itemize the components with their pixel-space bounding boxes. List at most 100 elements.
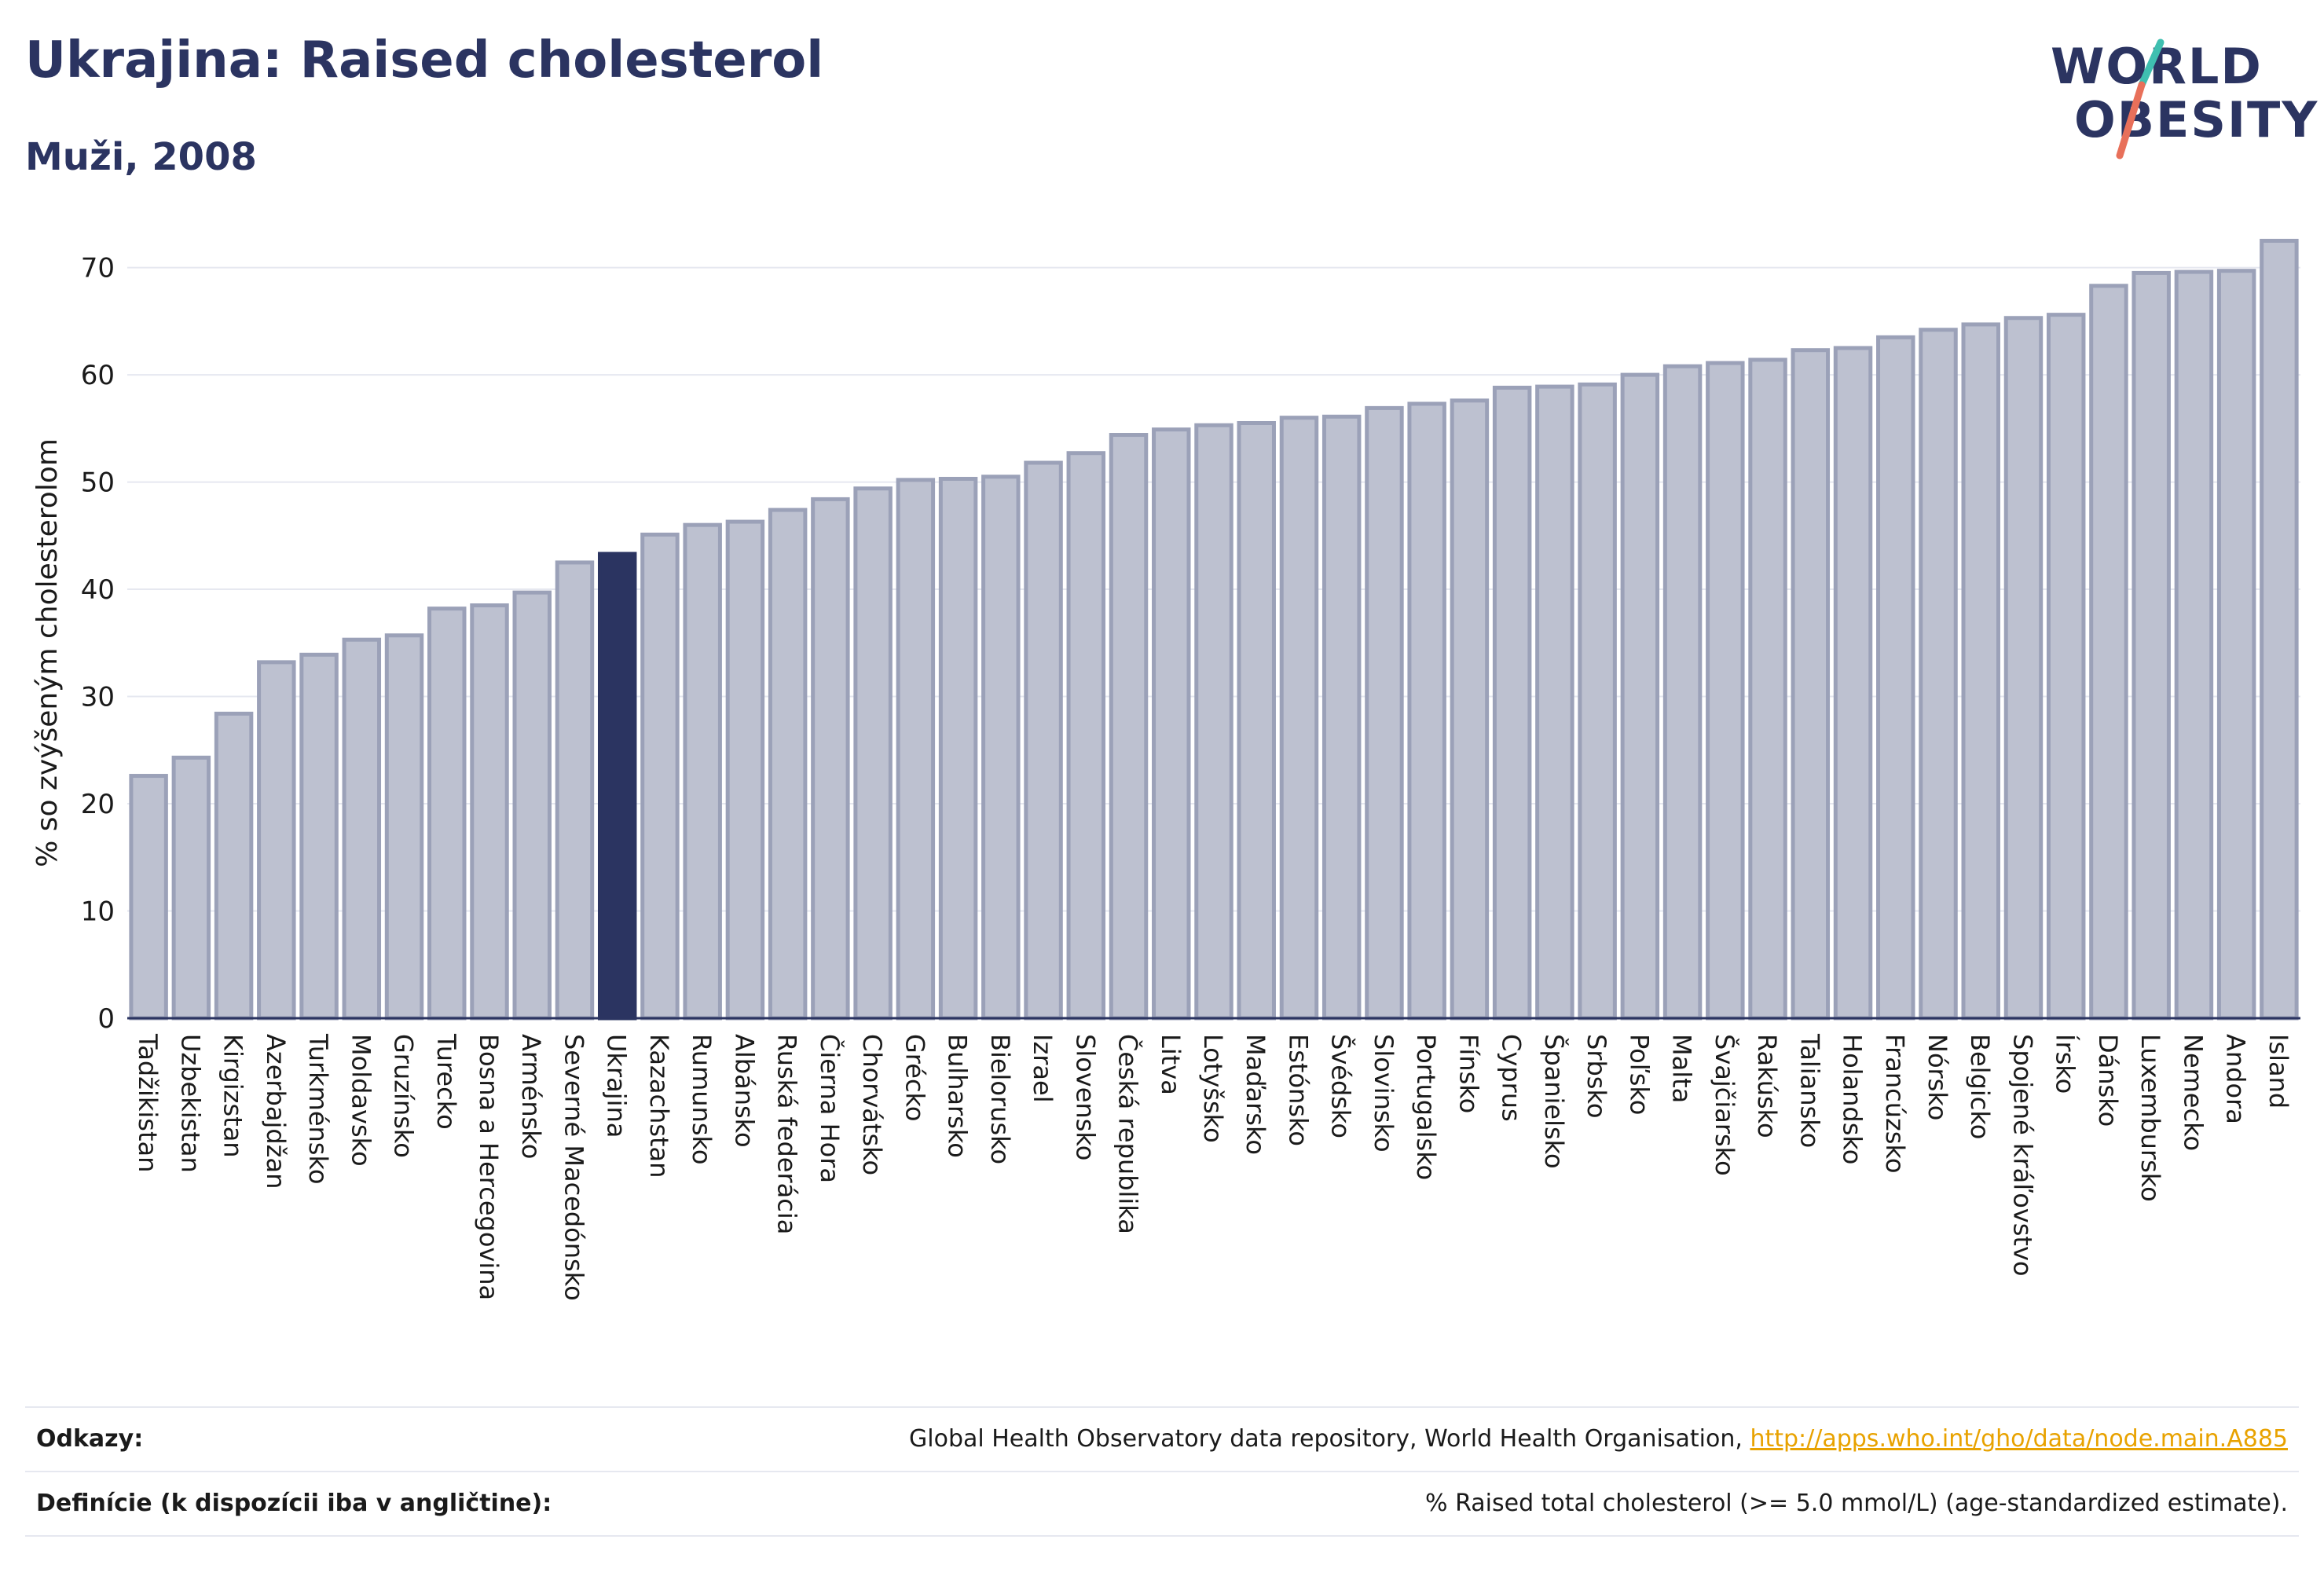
bar (1321, 414, 1362, 1021)
y-axis-ticks: 0 10 20 30 40 50 60 70 (81, 253, 115, 1035)
sources-value: Global Health Observatory data repositor… (909, 1425, 2288, 1453)
x-tick-label: Švédsko (1326, 1034, 1357, 1138)
bar (1365, 405, 1404, 1021)
x-tick-label: Luxembursko (2135, 1034, 2165, 1202)
x-tick-label: Spojené kráľovstvo (2007, 1034, 2037, 1276)
y-tick-label: 10 (81, 896, 115, 928)
bar (2003, 316, 2044, 1021)
bar (555, 560, 595, 1021)
x-tick-label: Srbsko (1582, 1034, 1611, 1118)
bar (171, 755, 211, 1021)
x-tick-label: Lotyšsko (1198, 1034, 1228, 1143)
bar (214, 711, 254, 1021)
bar (1279, 416, 1319, 1021)
bar (981, 475, 1021, 1021)
bar (938, 476, 978, 1021)
x-tick-label: Turecko (431, 1033, 461, 1130)
x-tick-label: Azerbajdžan (261, 1034, 291, 1189)
y-tick-label: 70 (81, 253, 115, 284)
y-tick-label: 50 (81, 467, 115, 499)
x-tick-label: Portugalsko (1411, 1034, 1441, 1180)
bar (470, 603, 509, 1021)
y-tick-label: 0 (97, 1003, 115, 1035)
definitions-row: Definície (k dispozícii iba v angličtine… (25, 1471, 2299, 1537)
bar (2174, 269, 2214, 1021)
bar (1919, 328, 1958, 1021)
x-tick-label: Bosna a Hercegovina (474, 1034, 504, 1300)
sources-link[interactable]: http://apps.who.int/gho/data/node.main.A… (1750, 1425, 2288, 1453)
bar (683, 522, 722, 1021)
y-tick-label: 40 (81, 574, 115, 606)
x-tick-label: Island (2264, 1034, 2293, 1109)
x-tick-label: Turkménsko (303, 1033, 333, 1184)
bar (2260, 238, 2299, 1021)
x-tick-label: Írsko (2051, 1034, 2080, 1094)
bar-highlighted (597, 552, 637, 1021)
x-tick-label: Uzbekistan (175, 1034, 205, 1173)
x-tick-label: Bielorusko (985, 1034, 1015, 1164)
bar (512, 590, 552, 1021)
world-obesity-logo: WORLD OBESITY (2051, 38, 2317, 163)
x-tick-label: Francúzsko (1880, 1034, 1910, 1173)
y-tick-label: 30 (81, 682, 115, 713)
x-tick-label: Ruská federácia (772, 1034, 802, 1234)
x-tick-label: Kazachstan (644, 1034, 674, 1178)
bars (129, 238, 2299, 1021)
x-tick-label: Kirgizstan (218, 1034, 248, 1158)
x-tick-label: Holandsko (1838, 1034, 1868, 1164)
x-tick-label: Nemecko (2178, 1034, 2208, 1151)
bar (1492, 385, 1532, 1021)
sources-row: Odkazy: Global Health Observatory data r… (25, 1406, 2299, 1471)
bar (768, 508, 808, 1021)
bar (2046, 313, 2086, 1021)
x-tick-label: Rumunsko (687, 1034, 717, 1164)
bar (257, 660, 296, 1021)
bar (1109, 433, 1149, 1021)
bar (1152, 427, 1191, 1021)
x-tick-label: Čierna Hora (815, 1034, 845, 1183)
bar (1450, 398, 1490, 1021)
x-tick-label: Severné Macedónsko (559, 1034, 588, 1301)
sources-text: Global Health Observatory data repositor… (909, 1425, 1750, 1453)
x-tick-label: Cyprus (1497, 1034, 1527, 1122)
bar (1662, 364, 1703, 1021)
x-tick-label: Taliansko (1794, 1033, 1824, 1148)
bar (1578, 382, 1617, 1021)
definitions-label: Definície (k dispozícii iba v angličtine… (36, 1490, 552, 1517)
x-tick-label: Albánsko (729, 1034, 759, 1148)
bar (1194, 423, 1233, 1021)
bar (725, 519, 765, 1021)
x-tick-label: Česká republika (1113, 1034, 1144, 1234)
x-tick-label: Chorvátsko (857, 1034, 887, 1175)
bar (2132, 270, 2171, 1021)
x-tick-label: Slovinsko (1369, 1034, 1398, 1153)
x-tick-label: Belgicko (1965, 1034, 1995, 1139)
bar (1748, 357, 1787, 1021)
x-tick-label: Arménsko (516, 1034, 546, 1159)
x-tick-label: Poľsko (1624, 1034, 1654, 1115)
x-tick-label: Malta (1667, 1034, 1697, 1103)
bar (342, 637, 382, 1021)
x-tick-label: Slovensko (1070, 1034, 1100, 1160)
x-tick-label: Bulharsko (943, 1034, 973, 1158)
sources-label: Odkazy: (36, 1425, 144, 1453)
x-tick-label: Švajčiarsko (1710, 1034, 1740, 1176)
page-title: Ukrajina: Raised cholesterol (25, 31, 824, 90)
x-tick-label: Izrael (1028, 1034, 1058, 1103)
bar (1407, 401, 1446, 1021)
x-tick-label: Fínsko (1453, 1034, 1483, 1113)
page-subtitle: Muži, 2008 (25, 135, 257, 179)
bar (1620, 372, 1660, 1021)
definitions-text: % Raised total cholesterol (>= 5.0 mmol/… (1425, 1490, 2288, 1517)
y-tick-label: 20 (81, 789, 115, 820)
logo-slash-icon (2116, 38, 2165, 159)
bar (2216, 269, 2256, 1021)
bar (129, 774, 168, 1021)
x-tick-label: Grécko (900, 1034, 929, 1122)
y-axis-label: % so zvýšeným cholesterolom (31, 438, 64, 867)
x-tick-label: Maďarsko (1241, 1034, 1270, 1155)
x-tick-label: Moldavsko (346, 1034, 376, 1167)
x-tick-label: Litva (1156, 1034, 1186, 1095)
x-tick-label: Rakúsko (1752, 1034, 1782, 1138)
bar (384, 633, 424, 1021)
